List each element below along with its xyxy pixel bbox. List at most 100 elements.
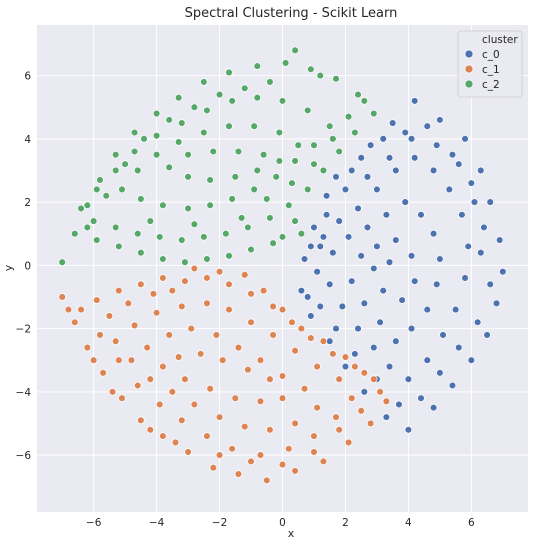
data-point [395, 400, 403, 409]
data-point [285, 201, 293, 210]
data-point [222, 229, 230, 238]
data-point [133, 381, 142, 390]
data-point [156, 400, 164, 409]
data-point [218, 356, 227, 364]
data-point [278, 305, 287, 314]
data-point [316, 242, 325, 251]
data-point [335, 217, 343, 225]
data-point [351, 128, 359, 137]
data-point [294, 141, 302, 149]
data-point [275, 128, 284, 137]
data-point [247, 290, 255, 298]
data-point [310, 141, 318, 149]
data-point [253, 166, 262, 175]
x-axis-label: x [288, 527, 295, 540]
data-point [159, 362, 167, 371]
data-point [451, 305, 460, 314]
data-point [407, 324, 416, 333]
data-point [319, 166, 328, 175]
data-point [178, 119, 186, 127]
data-point [392, 166, 400, 175]
y-tick-label: 0 [24, 260, 31, 272]
data-point [111, 150, 120, 159]
data-point [360, 299, 369, 308]
data-point [146, 375, 155, 383]
data-point [200, 233, 208, 241]
data-point [329, 350, 337, 358]
data-point [401, 128, 410, 137]
data-point [332, 173, 340, 181]
data-point [410, 97, 419, 105]
data-point [291, 419, 299, 428]
data-point [93, 236, 101, 244]
data-point [344, 112, 353, 121]
data-point [200, 78, 208, 86]
data-point [215, 267, 224, 276]
data-point [385, 362, 394, 371]
data-point [322, 192, 331, 200]
data-point [102, 192, 110, 200]
data-point [363, 173, 372, 181]
data-point [486, 198, 494, 206]
data-point [373, 185, 381, 194]
data-point [159, 255, 167, 263]
y-tick-label: −4 [16, 387, 32, 399]
data-point [310, 432, 318, 440]
data-point [432, 280, 441, 289]
data-point [354, 90, 362, 99]
data-point [370, 375, 378, 383]
data-point [303, 293, 312, 301]
data-point [269, 331, 277, 339]
data-point [89, 217, 98, 225]
data-point [178, 302, 186, 311]
data-point [115, 356, 123, 364]
data-point [310, 448, 318, 456]
data-point [152, 109, 161, 118]
data-point [209, 463, 218, 472]
data-point [77, 204, 85, 213]
data-point [118, 185, 126, 194]
x-tick-label: 6 [468, 517, 475, 529]
data-point [366, 419, 375, 428]
data-point [253, 62, 262, 70]
data-point [111, 223, 120, 232]
data-point [174, 93, 183, 102]
data-point [313, 403, 321, 412]
data-point [108, 388, 117, 396]
data-point [291, 346, 299, 355]
data-point [347, 394, 356, 402]
data-point [404, 375, 413, 383]
legend-label: c_0 [482, 49, 500, 61]
data-point [209, 147, 218, 156]
data-point [96, 331, 104, 339]
data-point [184, 204, 192, 213]
x-tick-label: −6 [86, 517, 102, 529]
data-point [470, 198, 479, 206]
data-point [338, 302, 347, 311]
data-point [461, 274, 469, 282]
data-point [354, 204, 362, 213]
data-point [137, 416, 145, 425]
data-point [423, 122, 432, 130]
data-point [237, 214, 246, 222]
data-point [417, 394, 425, 402]
data-point [203, 432, 211, 440]
data-point [159, 274, 167, 282]
data-point [269, 302, 277, 311]
data-point [373, 242, 381, 251]
data-point [499, 267, 507, 276]
data-point [130, 147, 139, 156]
data-point [250, 122, 258, 130]
data-point [313, 267, 321, 276]
data-point [178, 416, 186, 425]
data-point [300, 384, 309, 393]
data-point [448, 150, 457, 159]
x-tick-label: −4 [149, 517, 165, 529]
data-point [382, 210, 391, 219]
data-point [370, 343, 378, 352]
data-point [234, 343, 243, 352]
data-point [275, 157, 284, 165]
data-point [388, 119, 397, 127]
data-point [71, 318, 79, 327]
